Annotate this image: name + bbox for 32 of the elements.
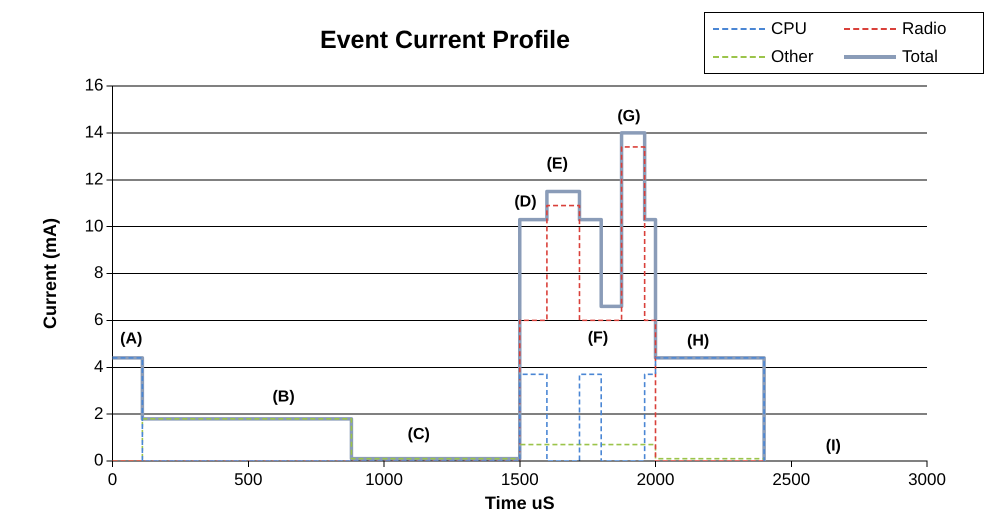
annotation: (E) — [546, 155, 568, 172]
chart-title: Event Current Profile — [318, 26, 572, 55]
x-tick-label: 0 — [108, 470, 118, 489]
x-tick-label: 500 — [234, 470, 262, 489]
x-tick-label: 2500 — [772, 470, 810, 489]
y-tick-label: 2 — [94, 404, 104, 423]
legend-label: Total — [902, 47, 938, 67]
legend-label: CPU — [771, 19, 807, 39]
x-axis-title: Time uS — [484, 493, 555, 514]
annotation: (G) — [617, 108, 640, 126]
legend-label: Other — [771, 47, 814, 67]
y-tick-label: 8 — [94, 263, 104, 282]
annotation: (B) — [272, 388, 295, 406]
y-axis-title: Current (mA) — [40, 218, 60, 329]
annotation: (H) — [687, 332, 710, 350]
x-tick-label: 3000 — [908, 470, 946, 489]
annotation: (I) — [826, 437, 841, 454]
y-tick-label: 16 — [84, 76, 104, 95]
annotation: (C) — [408, 426, 430, 444]
y-tick-label: 14 — [84, 122, 104, 142]
annotation: (D) — [514, 194, 537, 211]
x-tick-label: 2000 — [636, 470, 674, 489]
annotation: (A) — [120, 330, 142, 348]
y-tick-label: 4 — [94, 356, 104, 376]
x-tick-label: 1000 — [365, 470, 403, 489]
x-tick-label: 1500 — [500, 470, 539, 489]
legend-label: Radio — [902, 19, 946, 39]
y-tick-label: 0 — [94, 450, 104, 470]
y-tick-label: 12 — [84, 169, 104, 188]
y-tick-label: 6 — [94, 310, 104, 330]
annotation: (F) — [588, 329, 608, 346]
y-tick-label: 10 — [84, 216, 104, 236]
